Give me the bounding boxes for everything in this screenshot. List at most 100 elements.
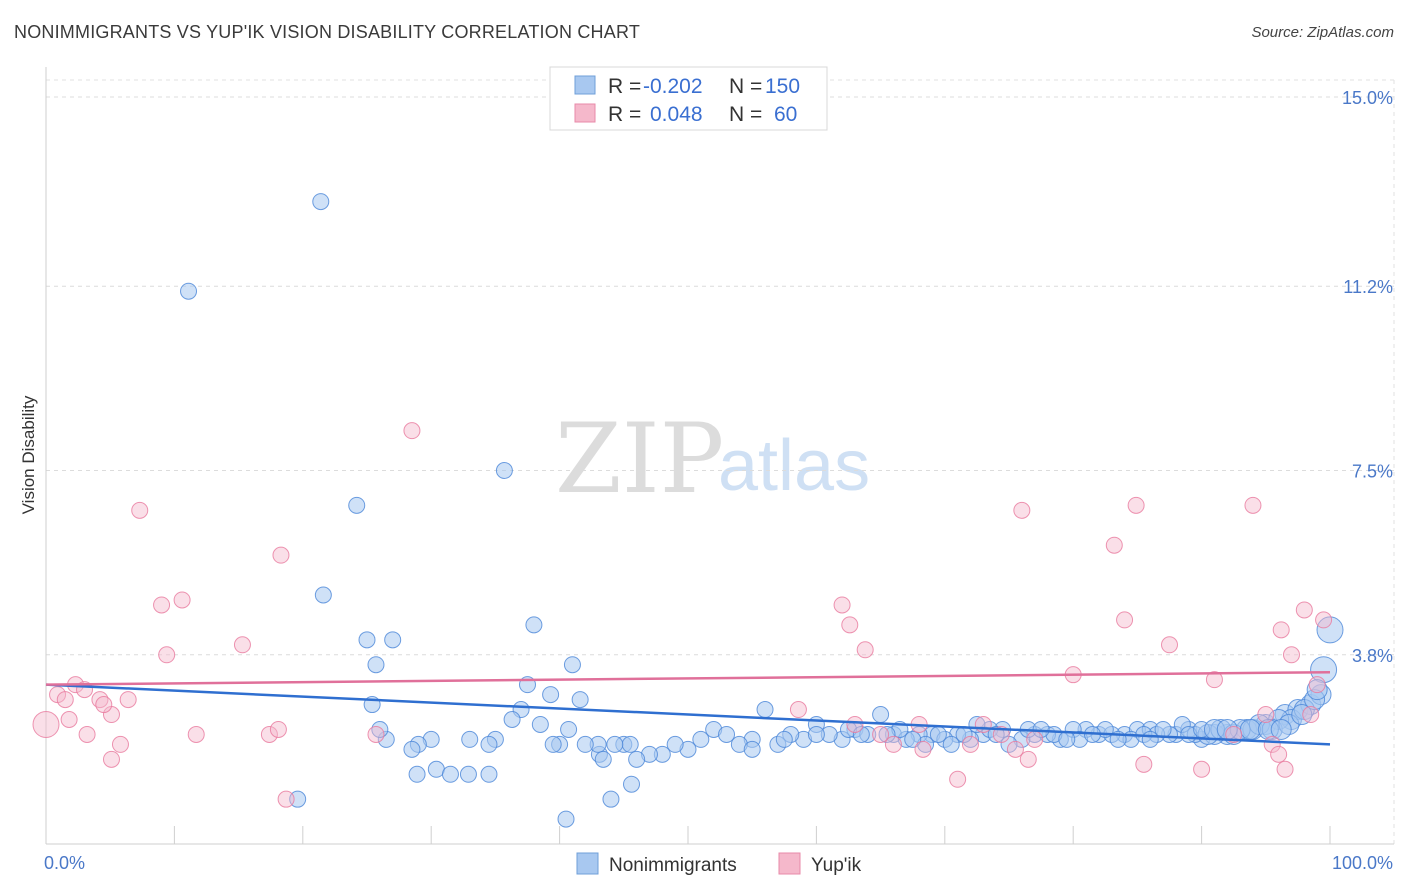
yupik-point: [1105, 536, 1123, 554]
axes: [45, 67, 1394, 845]
legend-bottom-swatch-yupik: [778, 852, 801, 875]
yupik-point: [949, 770, 967, 788]
nonimmigrants-point: [628, 750, 646, 768]
nonimmigrants-point: [542, 686, 560, 704]
yupik-point: [1257, 706, 1275, 724]
chart-title: NONIMMIGRANTS VS YUP'IK VISION DISABILIT…: [14, 22, 641, 42]
legend-n-value-nonimmigrants: 150: [765, 75, 800, 98]
nonimmigrants-point: [571, 691, 589, 709]
watermark-atlas: atlas: [718, 426, 870, 506]
yupik-point: [1270, 745, 1288, 763]
nonimmigrants-point: [560, 720, 578, 738]
yupik-point: [914, 740, 932, 758]
nonimmigrants-point: [358, 631, 376, 649]
yupik-point: [1161, 636, 1178, 654]
nonimmigrants-point: [480, 765, 498, 783]
yupik-point: [1295, 601, 1313, 619]
nonimmigrants-point: [503, 711, 521, 728]
yupik-point: [102, 750, 120, 768]
nonimmigrants-point: [929, 725, 947, 743]
yupik-point: [1127, 496, 1145, 514]
yupik-point: [173, 591, 191, 609]
legend-swatch-nonimmigrants: [574, 75, 596, 95]
yupik-point: [187, 725, 205, 743]
yupik-point: [233, 636, 251, 654]
nonimmigrants-point: [403, 740, 421, 758]
nonimmigrants-point: [852, 725, 870, 743]
legend-bottom-swatch-nonimmigrants: [576, 852, 599, 875]
nonimmigrants-point: [180, 282, 198, 300]
nonimmigrants-point: [602, 790, 620, 808]
yupik-point: [269, 720, 287, 738]
nonimmigrants-point: [544, 735, 562, 753]
yupik-point: [153, 596, 171, 614]
nonimmigrants-point: [480, 735, 498, 753]
yupik-point: [846, 715, 864, 733]
y-tick-label: 7.5%: [1352, 462, 1393, 482]
nonimmigrants-point: [348, 496, 366, 514]
nonimmigrants-point: [1316, 616, 1344, 644]
legend-bottom-label-nonimmigrants: Nonimmigrants: [609, 855, 737, 876]
yupik-point: [119, 691, 137, 709]
yupik-point: [1272, 621, 1290, 639]
nonimmigrants-point: [312, 193, 330, 211]
x-tick-label: 0.0%: [44, 853, 85, 873]
yupik-point: [1013, 501, 1031, 519]
legend-n-label: N =: [729, 103, 762, 126]
legend-top: R = -0.202 N = 150 R = 0.048 N = 60: [549, 66, 828, 131]
source-credit: Source: ZipAtlas.com: [1251, 24, 1394, 41]
nonimmigrants-point: [1270, 718, 1292, 740]
nonimmigrants-point: [495, 462, 513, 479]
nonimmigrants-point: [606, 735, 624, 753]
nonimmigrants-point: [878, 725, 896, 743]
nonimmigrants-point: [427, 760, 445, 778]
legend-r-label: R =: [608, 103, 641, 126]
legend-r-value-nonimmigrants: -0.202: [643, 75, 703, 98]
legend-swatch-yupik: [574, 103, 596, 123]
nonimmigrants-point: [1306, 679, 1328, 701]
y-axis-label: Vision Disability: [19, 395, 38, 514]
yupik-point: [1006, 740, 1024, 758]
nonimmigrants-point: [408, 765, 426, 783]
yupik-point: [841, 616, 859, 634]
yupik-point: [78, 725, 96, 743]
legend-n-label: N =: [729, 75, 762, 98]
nonimmigrants-point: [576, 735, 594, 753]
yupik-point: [367, 725, 385, 743]
y-tick-label: 15.0%: [1342, 88, 1393, 108]
yupik-point: [884, 735, 902, 753]
nonimmigrants-point: [594, 750, 612, 768]
yupik-point: [32, 710, 60, 738]
yupik-point: [1282, 646, 1300, 664]
nonimmigrants-point: [1239, 718, 1261, 740]
nonimmigrants-point: [314, 586, 332, 604]
yupik-point: [872, 725, 890, 743]
yupik-point: [277, 790, 295, 808]
yupik-point: [111, 735, 129, 753]
nonimmigrants-point: [384, 631, 402, 649]
yupik-point: [1276, 760, 1294, 778]
nonimmigrants-point: [525, 616, 543, 634]
nonimmigrants-point: [756, 701, 774, 719]
trend-lines: [45, 670, 1331, 746]
yupik-point: [789, 701, 807, 719]
nonimmigrants-point: [459, 765, 477, 783]
nonimmigrants-point: [1154, 720, 1172, 738]
nonimmigrants-point: [718, 725, 736, 743]
y-tick-label: 11.2%: [1343, 277, 1393, 297]
yupik-point: [95, 696, 113, 714]
yupik-point: [1026, 730, 1044, 748]
nonimmigrants-point: [461, 730, 479, 748]
legend-r-value-yupik: 0.048: [650, 103, 703, 126]
nonimmigrants-point: [872, 706, 890, 724]
yupik-point: [1315, 611, 1333, 629]
nonimmigrants-point: [666, 735, 684, 753]
yupik-point: [158, 646, 176, 664]
x-tick-label: 100.0%: [1332, 853, 1393, 873]
yupik-point: [833, 596, 851, 614]
nonimmigrants-point: [775, 730, 793, 748]
yupik-point: [403, 422, 421, 440]
yupik-point: [974, 715, 992, 733]
yupik-point: [856, 641, 874, 659]
legend-n-value-yupik: 60: [774, 103, 797, 126]
